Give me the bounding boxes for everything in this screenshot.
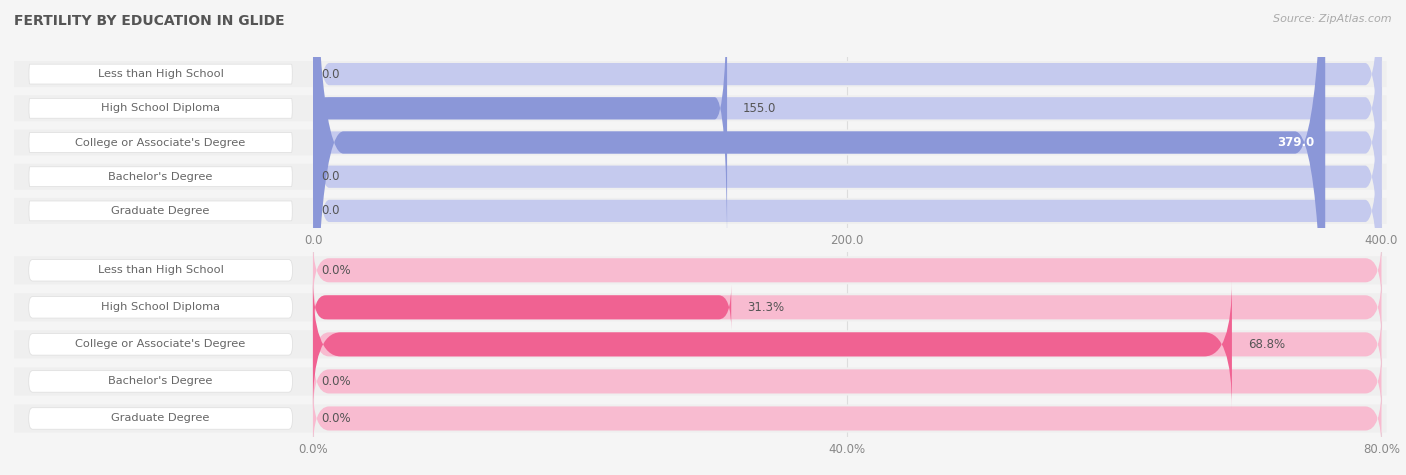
Text: Source: ZipAtlas.com: Source: ZipAtlas.com	[1274, 14, 1392, 24]
Text: 0.0: 0.0	[322, 67, 340, 81]
FancyBboxPatch shape	[314, 349, 1382, 414]
FancyBboxPatch shape	[314, 0, 1381, 268]
Text: 0.0%: 0.0%	[322, 264, 352, 277]
Text: 0.0: 0.0	[322, 170, 340, 183]
FancyBboxPatch shape	[30, 98, 292, 118]
FancyBboxPatch shape	[28, 296, 292, 318]
FancyBboxPatch shape	[314, 0, 1326, 475]
Text: Less than High School: Less than High School	[97, 69, 224, 79]
FancyBboxPatch shape	[14, 404, 1386, 433]
Text: Less than High School: Less than High School	[97, 265, 224, 275]
FancyBboxPatch shape	[314, 238, 1382, 303]
Text: 0.0: 0.0	[322, 204, 340, 218]
Text: 68.8%: 68.8%	[1247, 338, 1285, 351]
Text: Graduate Degree: Graduate Degree	[111, 206, 209, 216]
FancyBboxPatch shape	[14, 95, 1386, 121]
FancyBboxPatch shape	[14, 367, 1386, 396]
FancyBboxPatch shape	[28, 408, 292, 429]
Text: 0.0%: 0.0%	[322, 412, 352, 425]
FancyBboxPatch shape	[28, 370, 292, 392]
FancyBboxPatch shape	[314, 17, 1381, 405]
Text: High School Diploma: High School Diploma	[101, 302, 221, 313]
FancyBboxPatch shape	[14, 293, 1386, 322]
Text: College or Associate's Degree: College or Associate's Degree	[76, 339, 246, 350]
FancyBboxPatch shape	[14, 164, 1386, 190]
FancyBboxPatch shape	[314, 312, 1382, 377]
FancyBboxPatch shape	[30, 167, 292, 187]
FancyBboxPatch shape	[30, 64, 292, 84]
FancyBboxPatch shape	[314, 0, 727, 256]
FancyBboxPatch shape	[14, 256, 1386, 285]
Text: Bachelor's Degree: Bachelor's Degree	[108, 171, 212, 182]
FancyBboxPatch shape	[28, 333, 292, 355]
FancyBboxPatch shape	[14, 198, 1386, 224]
FancyBboxPatch shape	[314, 285, 731, 330]
FancyBboxPatch shape	[314, 0, 1381, 303]
Text: 379.0: 379.0	[1277, 136, 1315, 149]
FancyBboxPatch shape	[30, 133, 292, 152]
FancyBboxPatch shape	[314, 0, 1381, 337]
Text: College or Associate's Degree: College or Associate's Degree	[76, 137, 246, 148]
FancyBboxPatch shape	[314, 0, 1381, 371]
FancyBboxPatch shape	[314, 275, 1382, 340]
Text: High School Diploma: High School Diploma	[101, 103, 221, 114]
Text: Bachelor's Degree: Bachelor's Degree	[108, 376, 212, 387]
Text: Graduate Degree: Graduate Degree	[111, 413, 209, 424]
FancyBboxPatch shape	[314, 280, 1232, 409]
Text: 31.3%: 31.3%	[747, 301, 785, 314]
Text: 155.0: 155.0	[742, 102, 776, 115]
Text: 0.0%: 0.0%	[322, 375, 352, 388]
Text: FERTILITY BY EDUCATION IN GLIDE: FERTILITY BY EDUCATION IN GLIDE	[14, 14, 284, 28]
FancyBboxPatch shape	[28, 259, 292, 281]
FancyBboxPatch shape	[314, 386, 1382, 451]
FancyBboxPatch shape	[30, 201, 292, 221]
FancyBboxPatch shape	[14, 61, 1386, 87]
FancyBboxPatch shape	[14, 330, 1386, 359]
FancyBboxPatch shape	[14, 130, 1386, 155]
